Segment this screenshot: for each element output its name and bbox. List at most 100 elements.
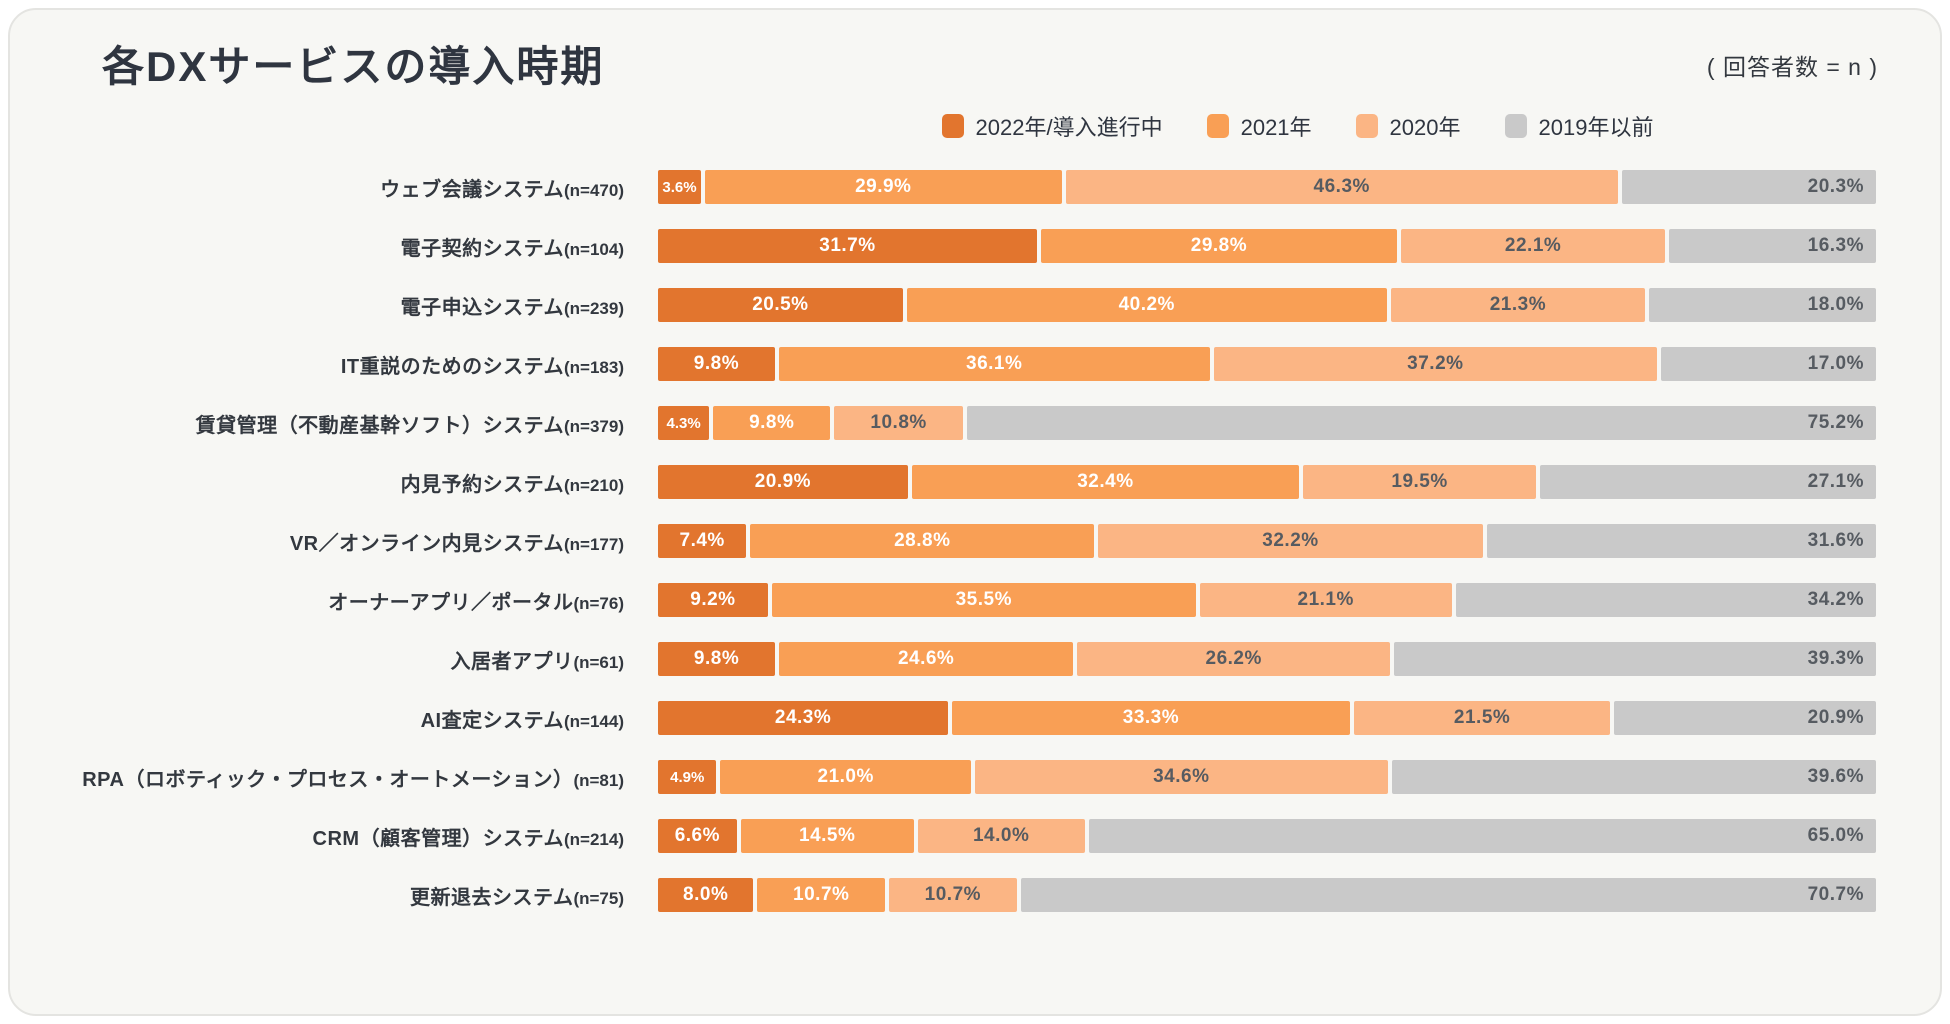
bar-segment: 28.8% (750, 524, 1095, 559)
chart-legend: 2022年/導入進行中 2021年 2020年 2019年以前 (715, 106, 1880, 146)
segment-value-label: 8.0% (683, 884, 729, 906)
row-label: 電子申込システム(n=239) (400, 296, 624, 319)
segment-value-label: 31.6% (1807, 530, 1864, 552)
bar-segment: 9.2% (658, 583, 768, 618)
segment-value-label: 36.1% (966, 353, 1023, 375)
segment-value-label: 29.8% (1190, 235, 1248, 257)
bar-segment: 36.1% (778, 347, 1210, 382)
bar-segment: 20.3% (1621, 170, 1876, 205)
legend-label: 2020年 (1389, 115, 1461, 141)
segment-value-label: 9.8% (693, 353, 740, 375)
chart-row: 内見予約システム(n=210) 20.9% 32.4% 19.5% 27.1% (10, 465, 1876, 500)
row-n-count: (n=210) (564, 475, 624, 495)
segment-value-label: 20.5% (752, 294, 809, 316)
row-n-count: (n=75) (573, 888, 624, 908)
bar-track: 7.4% 28.8% 32.2% 31.6% (658, 524, 1876, 559)
bar-segment: 6.6% (658, 819, 737, 854)
segment-value-label: 14.0% (972, 825, 1030, 847)
legend-label: 2019年以前 (1538, 115, 1654, 141)
row-label: 電子契約システム(n=104) (400, 237, 624, 260)
bar-segment: 4.3% (658, 406, 710, 441)
segment-value-label: 39.3% (1807, 648, 1864, 670)
legend-swatch-icon (1355, 114, 1378, 139)
row-label: AI査定システム(n=144) (420, 709, 624, 732)
segment-value-label: 32.2% (1262, 530, 1319, 552)
segment-value-label: 20.9% (754, 471, 812, 493)
bar-segment: 3.6% (658, 170, 701, 205)
bar-track: 3.6% 29.9% 46.3% 20.3% (658, 170, 1876, 205)
segment-value-label: 65.0% (1807, 825, 1864, 847)
bar-segment: 40.2% (906, 288, 1387, 323)
bar-segment: 75.2% (967, 406, 1876, 441)
bar-segment: 16.3% (1669, 229, 1876, 264)
chart-row: オーナーアプリ／ポータル(n=76) 9.2% 35.5% 21.1% 34.2% (10, 583, 1876, 618)
bar-segment: 14.0% (917, 819, 1085, 854)
bar-segment: 10.7% (889, 878, 1017, 913)
bar-segment: 32.2% (1098, 524, 1483, 559)
chart-row: 電子申込システム(n=239) 20.5% 40.2% 21.3% 18.0% (10, 288, 1876, 323)
bar-segment: 9.8% (658, 347, 775, 382)
legend-item: 2022年/導入進行中 (941, 110, 1163, 142)
row-label: 更新退去システム(n=75) (410, 886, 624, 909)
legend-swatch-icon (1206, 114, 1229, 139)
bar-segment: 22.1% (1401, 229, 1666, 264)
bar-segment: 18.0% (1649, 288, 1876, 323)
row-n-count: (n=76) (573, 593, 624, 613)
page-title: 各DXサービスの導入時期 (102, 43, 605, 90)
bar-segment: 35.5% (771, 583, 1196, 618)
bar-track: 24.3% 33.3% 21.5% 20.9% (658, 701, 1876, 736)
legend-item: 2019年以前 (1504, 110, 1654, 142)
legend-swatch-icon (1504, 114, 1527, 139)
legend-item: 2021年 (1206, 110, 1312, 142)
bar-track: 31.7% 29.8% 22.1% 16.3% (658, 229, 1876, 264)
bar-segment: 31.7% (658, 229, 1037, 264)
segment-value-label: 22.1% (1504, 235, 1562, 257)
segment-value-label: 4.3% (666, 414, 701, 432)
row-label: ウェブ会議システム(n=470) (380, 178, 624, 201)
bar-track: 4.3% 9.8% 10.8% 75.2% (658, 406, 1876, 441)
bar-segment: 46.3% (1065, 170, 1618, 205)
bar-segment: 8.0% (658, 878, 754, 913)
segment-value-label: 75.2% (1807, 412, 1864, 434)
bar-segment: 31.6% (1486, 524, 1876, 559)
segment-value-label: 21.3% (1489, 294, 1547, 316)
segment-value-label: 39.6% (1807, 766, 1865, 788)
bar-segment: 21.1% (1199, 583, 1452, 618)
chart-row: 電子契約システム(n=104) 31.7% 29.8% 22.1% 16.3% (10, 229, 1876, 264)
segment-value-label: 21.1% (1297, 589, 1354, 611)
row-n-count: (n=214) (564, 829, 624, 849)
row-label: 内見予約システム(n=210) (400, 473, 624, 496)
segment-value-label: 21.5% (1453, 707, 1511, 729)
bar-segment: 14.5% (740, 819, 914, 854)
bar-segment: 29.8% (1040, 229, 1398, 264)
segment-value-label: 32.4% (1077, 471, 1134, 493)
bar-track: 9.8% 24.6% 26.2% 39.3% (658, 642, 1876, 677)
segment-value-label: 40.2% (1118, 294, 1175, 316)
chart-row: VR／オンライン内見システム(n=177) 7.4% 28.8% 32.2% 31.6% (10, 524, 1876, 559)
row-label: 賃貸管理（不動産基幹ソフト）システム(n=379) (195, 414, 624, 437)
bar-segment: 39.3% (1394, 642, 1876, 677)
row-label: 入居者アプリ(n=61) (450, 650, 624, 673)
row-n-count: (n=144) (564, 711, 624, 731)
bar-segment: 39.6% (1391, 760, 1877, 795)
bar-segment: 4.9% (658, 760, 717, 795)
segment-value-label: 34.6% (1153, 766, 1210, 788)
segment-value-label: 26.2% (1205, 648, 1262, 670)
stacked-bar-chart: ウェブ会議システム(n=470) 3.6% 29.9% 46.3% 20.3% 電子契約シ… (10, 170, 1940, 913)
segment-value-label: 16.3% (1807, 235, 1864, 257)
segment-value-label: 33.3% (1122, 707, 1180, 729)
bar-segment: 21.0% (720, 760, 971, 795)
chart-row: 入居者アプリ(n=61) 9.8% 24.6% 26.2% 39.3% (10, 642, 1876, 677)
row-n-count: (n=61) (573, 652, 624, 672)
segment-value-label: 28.8% (894, 530, 951, 552)
bar-track: 20.5% 40.2% 21.3% 18.0% (658, 288, 1876, 323)
segment-value-label: 14.5% (799, 825, 856, 847)
bar-track: 9.2% 35.5% 21.1% 34.2% (658, 583, 1876, 618)
chart-row: CRM（顧客管理）システム(n=214) 6.6% 14.5% 14.0% 65.0% (10, 819, 1876, 854)
bar-track: 20.9% 32.4% 19.5% 27.1% (658, 465, 1876, 500)
bar-segment: 26.2% (1077, 642, 1391, 677)
segment-value-label: 9.8% (749, 412, 795, 434)
segment-value-label: 35.5% (955, 589, 1012, 611)
segment-value-label: 20.3% (1807, 176, 1864, 198)
segment-value-label: 10.7% (924, 884, 982, 906)
